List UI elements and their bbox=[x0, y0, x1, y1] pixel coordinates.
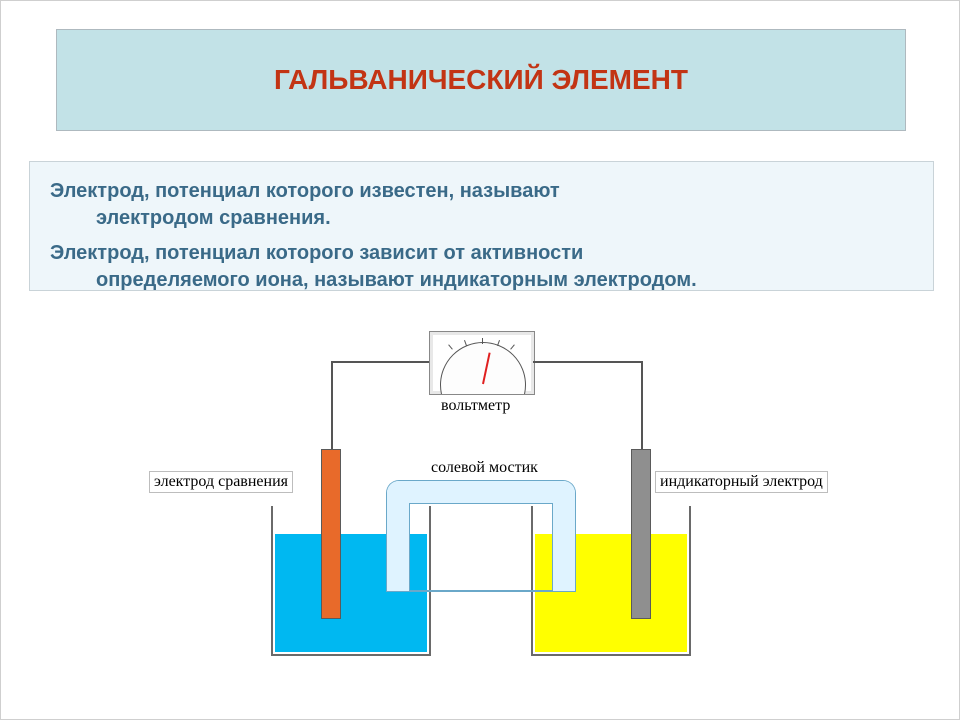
salt-bridge-inner bbox=[409, 503, 553, 593]
body-box: Электрод, потенциал которого известен, н… bbox=[29, 161, 934, 291]
voltmeter-tick bbox=[510, 344, 515, 349]
wire bbox=[533, 361, 643, 363]
voltmeter-tick bbox=[448, 344, 453, 349]
wire bbox=[641, 361, 643, 451]
para1-line2: электродом сравнения. bbox=[50, 205, 913, 232]
wire bbox=[331, 361, 333, 451]
voltmeter-dial bbox=[440, 342, 526, 395]
galvanic-cell-diagram: вольтметр солевой мостик электрод сравне… bbox=[151, 331, 811, 671]
indicator-electrode-icon bbox=[631, 449, 651, 619]
title-box: ГАЛЬВАНИЧЕСКИЙ ЭЛЕМЕНТ bbox=[56, 29, 906, 131]
para2-line2: определяемого иона, называют индикаторны… bbox=[50, 267, 913, 294]
voltmeter-label: вольтметр bbox=[441, 397, 510, 415]
slide: ГАЛЬВАНИЧЕСКИЙ ЭЛЕМЕНТ Электрод, потенци… bbox=[0, 0, 960, 720]
reference-electrode-icon bbox=[321, 449, 341, 619]
voltmeter-icon bbox=[429, 331, 535, 395]
slide-title: ГАЛЬВАНИЧЕСКИЙ ЭЛЕМЕНТ bbox=[274, 64, 688, 96]
salt-bridge-label: солевой мостик bbox=[431, 459, 538, 477]
indicator-electrode-label: индикаторный электрод bbox=[655, 471, 828, 493]
paragraph-1: Электрод, потенциал которого известен, н… bbox=[50, 178, 913, 232]
voltmeter-tick bbox=[482, 338, 483, 344]
wire bbox=[331, 361, 429, 363]
paragraph-2: Электрод, потенциал которого зависит от … bbox=[50, 240, 913, 294]
para2-line1: Электрод, потенциал которого зависит от … bbox=[50, 242, 583, 264]
para1-line1: Электрод, потенциал которого известен, н… bbox=[50, 180, 560, 202]
reference-electrode-label: электрод сравнения bbox=[149, 471, 293, 493]
